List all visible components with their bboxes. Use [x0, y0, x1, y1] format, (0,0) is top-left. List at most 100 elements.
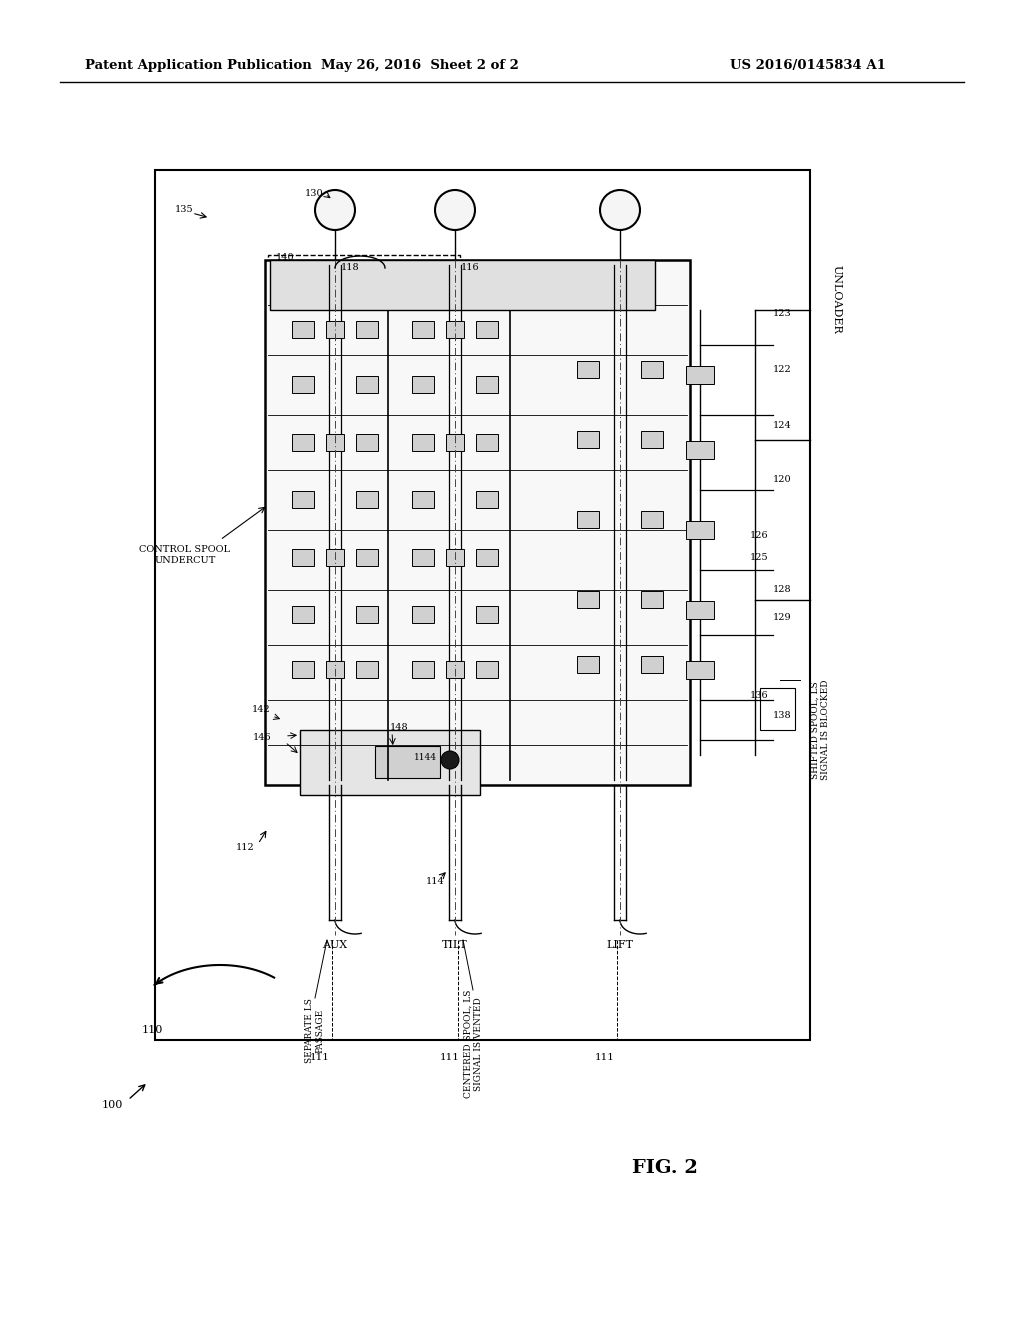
Text: LIFT: LIFT — [606, 940, 634, 950]
Bar — [270, 260, 655, 310]
Bar — [476, 434, 498, 451]
Bar — [356, 549, 378, 566]
Bar — [265, 260, 690, 785]
Text: 110: 110 — [141, 1026, 163, 1035]
Bar — [577, 360, 599, 378]
Circle shape — [441, 751, 459, 770]
Bar — [641, 432, 663, 447]
Bar — [476, 549, 498, 566]
Text: 111: 111 — [440, 1053, 460, 1063]
Bar — [412, 606, 434, 623]
Bar — [356, 661, 378, 678]
Text: UNLOADER: UNLOADER — [831, 265, 842, 334]
Text: 1144: 1144 — [414, 754, 437, 763]
Bar — [476, 491, 498, 508]
Bar — [760, 688, 795, 730]
Bar — [356, 491, 378, 508]
Bar — [412, 549, 434, 566]
Bar — [446, 549, 464, 566]
Text: 142: 142 — [252, 705, 271, 714]
Bar — [268, 255, 460, 750]
Bar — [356, 376, 378, 393]
Bar — [326, 321, 344, 338]
Bar — [476, 661, 498, 678]
Bar — [412, 661, 434, 678]
Text: 116: 116 — [461, 264, 479, 272]
Bar — [300, 730, 480, 795]
Bar — [577, 511, 599, 528]
Bar — [686, 601, 714, 619]
Text: 118: 118 — [341, 264, 359, 272]
Bar — [686, 441, 714, 459]
Text: 140: 140 — [276, 253, 295, 263]
Bar — [292, 491, 314, 508]
Bar — [446, 434, 464, 451]
Bar — [356, 606, 378, 623]
Text: 122: 122 — [773, 366, 792, 375]
Text: 124: 124 — [773, 421, 792, 429]
Bar — [292, 549, 314, 566]
Bar — [412, 321, 434, 338]
Text: 120: 120 — [773, 475, 792, 484]
Bar — [641, 656, 663, 673]
Text: 130: 130 — [304, 189, 323, 198]
Text: 148: 148 — [390, 722, 409, 731]
Text: 111: 111 — [595, 1053, 615, 1063]
Text: 129: 129 — [773, 614, 792, 623]
Bar — [412, 376, 434, 393]
Circle shape — [600, 190, 640, 230]
Text: FIG. 2: FIG. 2 — [632, 1159, 698, 1177]
Text: 136: 136 — [750, 690, 769, 700]
Bar — [356, 434, 378, 451]
Bar — [476, 376, 498, 393]
Bar — [577, 432, 599, 447]
Bar — [577, 656, 599, 673]
Bar — [686, 521, 714, 539]
Bar — [476, 321, 498, 338]
Text: 114: 114 — [426, 878, 444, 887]
Text: 111: 111 — [310, 1053, 330, 1063]
Text: TILT: TILT — [442, 940, 468, 950]
Text: CONTROL SPOOL
UNDERCUT: CONTROL SPOOL UNDERCUT — [139, 545, 230, 565]
Bar — [292, 434, 314, 451]
Bar — [375, 746, 440, 777]
Text: 125: 125 — [750, 553, 769, 562]
Bar — [356, 321, 378, 338]
Bar — [326, 661, 344, 678]
Text: CENTERED SPOOL, LS
SIGNAL IS VENTED: CENTERED SPOOL, LS SIGNAL IS VENTED — [463, 990, 482, 1098]
Text: SHIFTED SPOOL, LS
SIGNAL IS BLOCKED: SHIFTED SPOOL, LS SIGNAL IS BLOCKED — [810, 680, 829, 780]
Text: 112: 112 — [237, 843, 255, 853]
Bar — [412, 491, 434, 508]
Text: 146: 146 — [252, 734, 271, 742]
Bar — [292, 376, 314, 393]
Bar — [326, 549, 344, 566]
Bar — [686, 366, 714, 384]
Text: 128: 128 — [773, 586, 792, 594]
Text: May 26, 2016  Sheet 2 of 2: May 26, 2016 Sheet 2 of 2 — [322, 58, 519, 71]
Bar — [686, 661, 714, 678]
Bar — [446, 661, 464, 678]
Text: 100: 100 — [101, 1100, 123, 1110]
Bar — [476, 606, 498, 623]
Bar — [446, 321, 464, 338]
Text: 126: 126 — [750, 531, 769, 540]
Bar — [326, 434, 344, 451]
Bar — [641, 360, 663, 378]
Text: AUX: AUX — [323, 940, 347, 950]
Bar — [292, 321, 314, 338]
Bar — [641, 591, 663, 609]
Text: Patent Application Publication: Patent Application Publication — [85, 58, 311, 71]
Circle shape — [315, 190, 355, 230]
Bar — [577, 591, 599, 609]
Bar — [292, 661, 314, 678]
Text: 135: 135 — [175, 206, 194, 214]
Bar — [292, 606, 314, 623]
Bar — [412, 434, 434, 451]
Circle shape — [435, 190, 475, 230]
Text: US 2016/0145834 A1: US 2016/0145834 A1 — [730, 58, 886, 71]
Bar — [155, 170, 810, 1040]
Text: SEPARATE LS
PASSAGE: SEPARATE LS PASSAGE — [305, 998, 325, 1063]
Text: 123: 123 — [773, 309, 792, 318]
Text: 138: 138 — [773, 710, 792, 719]
Bar — [641, 511, 663, 528]
